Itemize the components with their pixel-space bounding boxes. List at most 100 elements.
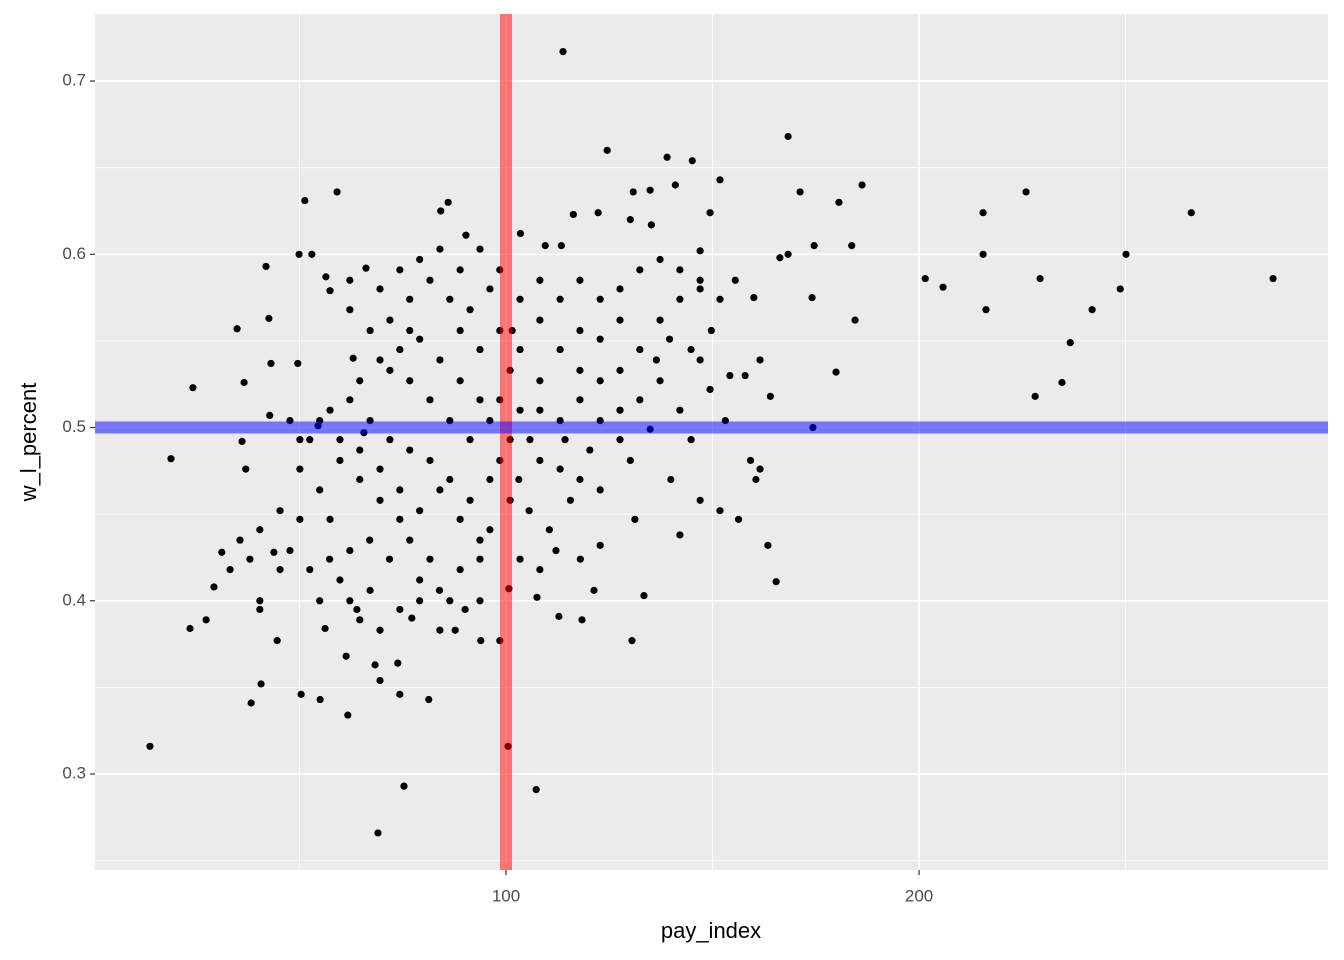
point [1022,188,1030,196]
point [556,465,564,473]
point [784,132,792,141]
point [210,583,218,591]
point [556,345,564,354]
point [636,345,644,354]
point [326,287,334,295]
point [1122,250,1130,258]
point [366,536,374,544]
point [346,276,354,284]
point [296,436,304,444]
point [636,396,644,404]
point [425,695,433,704]
point [273,637,281,645]
point [594,209,602,217]
point [247,699,255,707]
panel-background [95,14,1328,870]
point [456,326,464,335]
point [316,486,324,494]
point [456,266,464,274]
point [400,782,408,790]
points [146,47,1277,837]
point [346,546,354,555]
point [1116,285,1124,293]
point [1187,209,1195,217]
point [561,436,569,444]
point [525,507,533,515]
point [456,565,464,574]
point [516,295,524,303]
point [671,181,679,189]
point [296,515,304,523]
point [326,555,334,563]
point [477,637,485,645]
point [256,605,264,614]
point [576,326,584,335]
point [851,316,859,324]
point [436,245,444,253]
point [226,565,234,574]
point [466,436,474,444]
point [295,250,303,258]
point [344,711,352,719]
point [202,616,210,624]
point [257,680,265,688]
point [376,496,384,504]
point [186,624,194,633]
point [515,475,523,484]
point [559,47,567,56]
point [921,274,929,283]
point [451,626,459,634]
y-tick-label: 0.6 [62,244,86,263]
point [476,597,484,605]
point [294,359,302,368]
point [446,597,454,605]
point [533,593,541,601]
point [688,157,696,165]
point [316,695,324,704]
point [1269,274,1277,283]
point [532,786,540,794]
point [1031,392,1039,400]
point [353,605,361,614]
point [516,406,524,414]
point [626,216,634,224]
point [576,366,584,374]
point [366,586,374,594]
point [406,326,414,335]
point [636,266,644,274]
x-axis-title: pay_index [661,918,761,943]
point [596,335,604,343]
point [832,368,840,376]
point [516,345,524,354]
point [555,612,563,620]
point [346,396,354,404]
point [461,605,469,614]
point [167,455,175,463]
point [1066,339,1074,347]
point [616,366,624,374]
point [835,198,843,206]
point [536,565,544,574]
point [233,325,241,333]
point [566,496,575,504]
point [596,486,604,494]
point [726,371,734,380]
point [346,597,354,605]
point [321,624,329,633]
point [270,548,278,556]
point [406,536,414,544]
point [536,456,544,465]
point [596,541,604,549]
point [796,188,804,196]
point [752,475,760,484]
point [276,565,284,574]
point [476,555,484,563]
point [462,231,470,239]
point [240,378,248,387]
point [362,264,370,272]
point [376,356,384,364]
point [326,406,334,414]
point [556,295,564,303]
x-tick-label: 200 [905,886,933,905]
point [437,207,445,215]
